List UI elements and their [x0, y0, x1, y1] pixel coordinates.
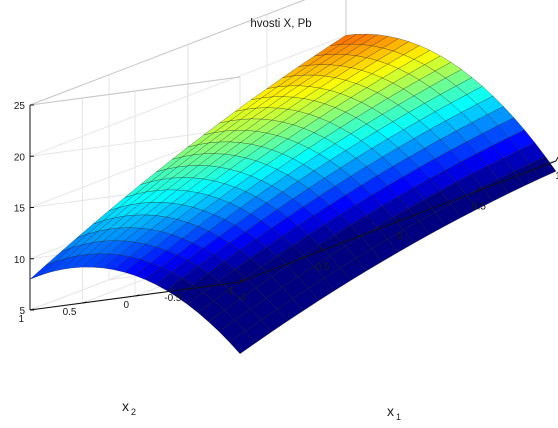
x1-axis-label-sub: 1 [396, 412, 401, 422]
x1-tick-label: 0.5 [472, 201, 486, 212]
x2-tick [29, 308, 35, 311]
x1-axis-label: x 1 [387, 403, 401, 422]
x2-axis-label-sub: 2 [131, 407, 136, 417]
x2-tick [82, 301, 87, 304]
z-tick-label: 5 [19, 306, 25, 317]
x2-tick [187, 287, 192, 290]
chart-title: hvosti X, Pb [250, 18, 311, 30]
x2-tick-label: 0.5 [63, 307, 77, 318]
z-tick-label: 25 [14, 101, 26, 112]
x2-tick-label: 0 [123, 300, 129, 311]
surface-mesh [29, 33, 557, 355]
x2-tick-label: -1 [225, 286, 234, 297]
x1-tick [318, 247, 322, 252]
surface-cell [529, 156, 557, 179]
box-edge [29, 0, 306, 106]
z-tick-label: 10 [14, 255, 26, 266]
x1-tick-label: -0.5 [312, 262, 330, 273]
x1-axis-label-main: x [387, 403, 394, 419]
box-edge [29, 76, 241, 106]
x1-tick-label: -1 [238, 292, 247, 303]
x2-axis-label: x 2 [122, 398, 136, 417]
x1-tick [476, 187, 480, 192]
tick-labels: 5 10 15 20 25 -1 -0.5 0 0.5 1 -1 -0.5 0 0.5 1 [14, 101, 558, 325]
z-tick-label: 15 [14, 204, 26, 215]
x1-tick-label: 1 [555, 171, 558, 182]
axes [29, 104, 558, 311]
x2-tick-label: 1 [18, 314, 24, 325]
z-tick-label: 20 [14, 152, 26, 163]
x1-tick [397, 217, 401, 222]
x2-tick [239, 280, 245, 283]
x1-tick [239, 277, 243, 283]
x2-axis-label-main: x [122, 398, 129, 414]
x1-tick-label: 0 [397, 232, 403, 243]
x2-tick [134, 294, 140, 297]
x2-tick-label: -0.5 [164, 293, 182, 304]
